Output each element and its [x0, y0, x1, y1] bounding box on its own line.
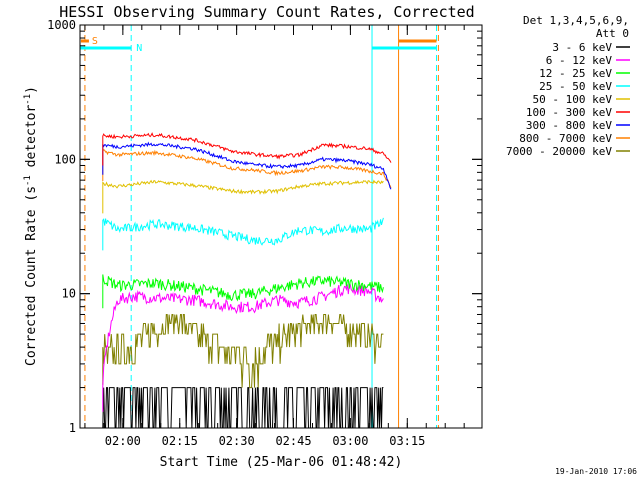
legend-label: 25 - 50 keV: [539, 80, 612, 93]
plot-area: SN: [80, 25, 439, 429]
legend-label: 6 - 12 keV: [546, 54, 613, 67]
footer-timestamp: 19-Jan-2010 17:06: [555, 467, 637, 476]
series-line-12_25keV: [102, 274, 384, 309]
chart-title: HESSI Observing Summary Count Rates, Cor…: [59, 3, 474, 21]
legend-label: 800 - 7000 keV: [519, 132, 612, 145]
x-tick-label: 02:30: [219, 434, 255, 448]
legend-label: 50 - 100 keV: [533, 93, 613, 106]
x-tick-label: 03:00: [332, 434, 368, 448]
series-line-100_300keV: [102, 132, 392, 166]
x-axis-label: Start Time (25-Mar-06 01:48:42): [160, 455, 403, 470]
series-line-25_50keV: [102, 217, 384, 251]
legend-label: 12 - 25 keV: [539, 67, 612, 80]
series-line-50_100keV: [102, 179, 384, 214]
series-line-6_12keV: [102, 283, 384, 412]
x-tick-label: 03:15: [389, 434, 425, 448]
legend-label: 100 - 300 keV: [526, 106, 612, 119]
series-line-300_800keV: [102, 141, 392, 190]
y-tick-label: 1: [69, 421, 76, 435]
series-line-7000_20000keV: [102, 314, 384, 389]
legend-label: 7000 - 20000 keV: [506, 145, 612, 158]
series-line-3_6keV: [102, 387, 384, 429]
y-tick-label: 100: [54, 152, 76, 166]
y-tick-label: 1000: [47, 18, 76, 32]
x-tick-label: 02:15: [162, 434, 198, 448]
x-tick-label: 02:00: [105, 434, 141, 448]
y-axis: 1 10 100 1000: [47, 18, 482, 435]
plot-frame: [79, 24, 483, 429]
x-tick-label: 02:45: [275, 434, 311, 448]
legend-label: 300 - 800 keV: [526, 119, 612, 132]
y-axis-label: Corrected Count Rate (s-1 detector-1): [23, 86, 39, 366]
legend-label: 3 - 6 keV: [552, 41, 612, 54]
legend-header: Att 0: [596, 27, 629, 40]
y-tick-label: 10: [62, 287, 76, 301]
flag-label: N: [136, 43, 142, 54]
x-axis: 02:00 02:15 02:30 02:45 03:00 03:15: [84, 25, 465, 448]
series-line-800_7000keV: [102, 149, 392, 189]
flag-label: S: [92, 36, 98, 47]
legend-header: Det 1,3,4,5,6,9,: [523, 14, 629, 27]
